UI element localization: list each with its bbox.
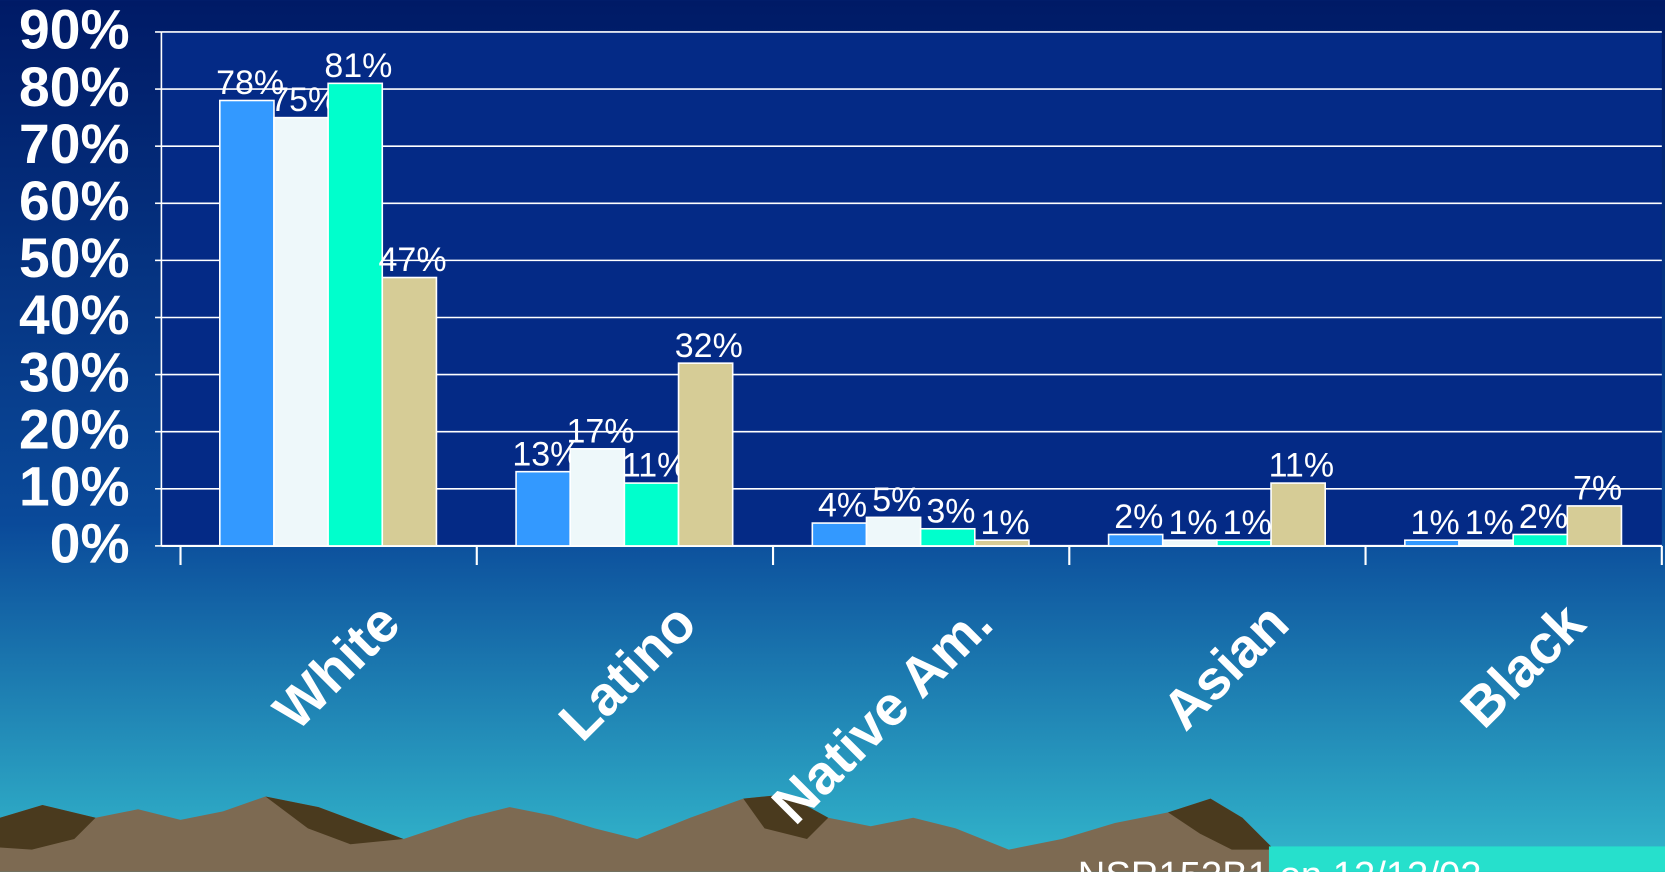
bar bbox=[1566, 505, 1623, 547]
bar bbox=[381, 276, 438, 547]
bar bbox=[919, 527, 976, 547]
value-label: 3% bbox=[926, 492, 975, 530]
y-tick-label: 0% bbox=[50, 513, 130, 575]
value-label: 13% bbox=[512, 435, 580, 473]
value-label: 2% bbox=[1114, 498, 1163, 536]
value-label: 1% bbox=[1411, 504, 1460, 542]
y-tick-label: 80% bbox=[19, 56, 130, 118]
value-label: 4% bbox=[818, 487, 867, 525]
value-label: 1% bbox=[1465, 504, 1514, 542]
bar bbox=[515, 470, 572, 547]
value-label: 81% bbox=[324, 47, 392, 85]
y-tick-label: 90% bbox=[19, 0, 130, 61]
footer-text: NSR153B1 on 12/13/02 bbox=[1078, 854, 1482, 872]
mountains bbox=[0, 794, 1275, 872]
y-tick-label: 60% bbox=[19, 170, 130, 232]
value-label: 1% bbox=[1223, 504, 1272, 542]
y-tick-label: 40% bbox=[19, 284, 130, 346]
y-tick-label: 10% bbox=[19, 456, 130, 518]
value-label: 11% bbox=[1269, 447, 1334, 485]
value-label: 78% bbox=[216, 64, 284, 102]
value-label: 2% bbox=[1519, 498, 1568, 536]
bar bbox=[569, 448, 626, 547]
value-label: 5% bbox=[872, 481, 921, 519]
value-label: 11% bbox=[622, 447, 687, 485]
y-tick-label: 20% bbox=[19, 398, 130, 460]
bar bbox=[1107, 533, 1164, 547]
value-label: 1% bbox=[980, 504, 1029, 542]
value-label: 7% bbox=[1573, 470, 1622, 508]
y-tick-label: 30% bbox=[19, 341, 130, 403]
bar bbox=[811, 522, 868, 547]
bar bbox=[273, 116, 329, 547]
value-label: 47% bbox=[379, 241, 447, 279]
y-tick-label: 70% bbox=[19, 113, 130, 175]
bar bbox=[973, 539, 1030, 547]
bar bbox=[1512, 533, 1569, 547]
bar bbox=[623, 482, 680, 547]
value-label: 17% bbox=[566, 412, 634, 450]
bar bbox=[219, 99, 275, 547]
footer-box bbox=[1268, 846, 1665, 872]
bar bbox=[677, 362, 734, 547]
value-label: 32% bbox=[675, 327, 743, 365]
bar bbox=[1270, 482, 1327, 547]
y-tick-label: 50% bbox=[19, 227, 130, 289]
value-label: 75% bbox=[270, 81, 338, 119]
value-label: 1% bbox=[1168, 504, 1217, 542]
bar bbox=[865, 516, 922, 547]
bar bbox=[327, 82, 384, 547]
